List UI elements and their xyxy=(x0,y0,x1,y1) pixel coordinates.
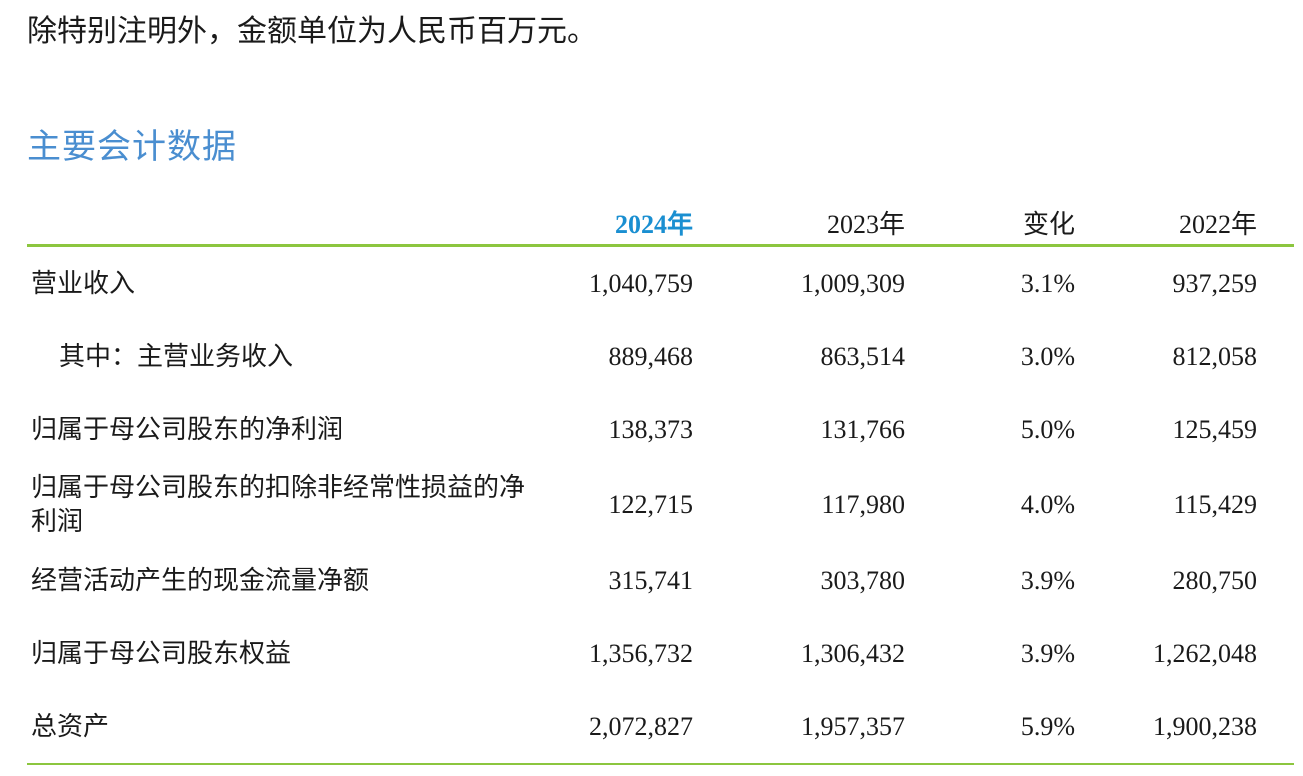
value-change: 3.0% xyxy=(1020,341,1075,371)
header-2023: 2023年 xyxy=(693,200,905,247)
value-2023: 1,957,357 xyxy=(693,690,905,765)
row-label: 归属于母公司股东的净利润 xyxy=(31,414,344,444)
value-2024: 2,072,827 xyxy=(527,690,693,765)
cell-pad xyxy=(1257,320,1294,393)
row-label: 归属于母公司股东的扣除非经常性损益的净利润 xyxy=(31,473,526,536)
value-2023: 303,780 xyxy=(820,565,906,595)
table-row: 归属于母公司股东的扣除非经常性损益的净利润 122,715 117,980 4.… xyxy=(27,466,1294,544)
value-2023: 131,766 xyxy=(820,414,906,444)
table-row: 经营活动产生的现金流量净额 315,741 303,780 3.9% 280,7… xyxy=(27,544,1294,617)
cell-pad xyxy=(1257,690,1294,765)
table-row: 归属于母公司股东权益 1,356,732 1,306,432 3.9% 1,26… xyxy=(27,617,1294,690)
cell-pad xyxy=(1257,617,1294,690)
value-2022: 280,750 xyxy=(1172,565,1258,595)
cell-pad xyxy=(1257,246,1294,321)
table-row: 归属于母公司股东的净利润 138,373 131,766 5.0% 125,45… xyxy=(27,393,1294,466)
value-2022: 115,429 xyxy=(1173,490,1257,519)
value-2024: 889,468 xyxy=(608,341,694,371)
value-2023: 117,980 xyxy=(821,490,905,519)
value-2024: 138,373 xyxy=(608,414,694,444)
value-2023: 1,306,432 xyxy=(801,638,905,668)
value-2022: 125,459 xyxy=(1172,414,1258,444)
value-change: 3.9% xyxy=(1020,565,1075,595)
row-label: 经营活动产生的现金流量净额 xyxy=(31,565,370,595)
table-row: 营业收入 1,040,759 1,009,309 3.1% 937,259 xyxy=(27,246,1294,321)
value-2022: 1,262,048 xyxy=(1153,638,1257,668)
value-2024: 1,040,759 xyxy=(589,268,693,298)
table-row: 其中：主营业务收入 889,468 863,514 3.0% 812,058 xyxy=(27,320,1294,393)
value-change: 4.0% xyxy=(1020,490,1075,519)
value-2022: 812,058 xyxy=(1172,341,1258,371)
header-change: 变化 xyxy=(905,200,1075,247)
row-label: 其中：主营业务收入 xyxy=(59,341,294,371)
row-label: 归属于母公司股东权益 xyxy=(31,638,292,668)
value-2024: 315,741 xyxy=(608,565,694,595)
value-2022: 1,900,238 xyxy=(1075,690,1257,765)
value-change: 5.9% xyxy=(905,690,1075,765)
value-2023: 1,009,309 xyxy=(801,268,905,298)
header-2024: 2024年 xyxy=(527,200,693,247)
value-2023: 863,514 xyxy=(820,341,906,371)
value-change: 5.0% xyxy=(1020,414,1075,444)
key-accounting-data-table: 2024年 2023年 变化 2022年 营业收入 1,040,759 1,00… xyxy=(27,200,1294,765)
cell-pad xyxy=(1257,393,1294,466)
value-2024: 122,715 xyxy=(608,490,694,519)
header-item xyxy=(27,200,527,247)
cell-pad xyxy=(1257,544,1294,617)
table-header-row: 2024年 2023年 变化 2022年 xyxy=(27,200,1294,247)
unit-note: 除特别注明外，金额单位为人民币百万元。 xyxy=(27,15,597,48)
value-change: 3.9% xyxy=(1020,638,1075,668)
row-label: 营业收入 xyxy=(31,268,136,298)
header-2022: 2022年 xyxy=(1075,200,1257,247)
value-change: 3.1% xyxy=(1020,268,1075,298)
value-2022: 937,259 xyxy=(1172,268,1258,298)
row-label: 总资产 xyxy=(27,690,527,765)
header-pad xyxy=(1257,200,1294,247)
table-row: 总资产 2,072,827 1,957,357 5.9% 1,900,238 xyxy=(27,690,1294,765)
section-title: 主要会计数据 xyxy=(27,129,237,166)
value-2024: 1,356,732 xyxy=(589,638,693,668)
cell-pad xyxy=(1257,466,1294,544)
